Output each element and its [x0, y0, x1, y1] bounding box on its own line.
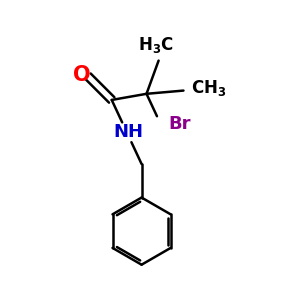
Text: O: O [73, 65, 91, 85]
Text: Br: Br [169, 116, 191, 134]
Text: NH: NH [113, 123, 143, 141]
Text: $\mathregular{CH_3}$: $\mathregular{CH_3}$ [191, 78, 226, 98]
Text: $\mathregular{H_3C}$: $\mathregular{H_3C}$ [138, 35, 174, 55]
